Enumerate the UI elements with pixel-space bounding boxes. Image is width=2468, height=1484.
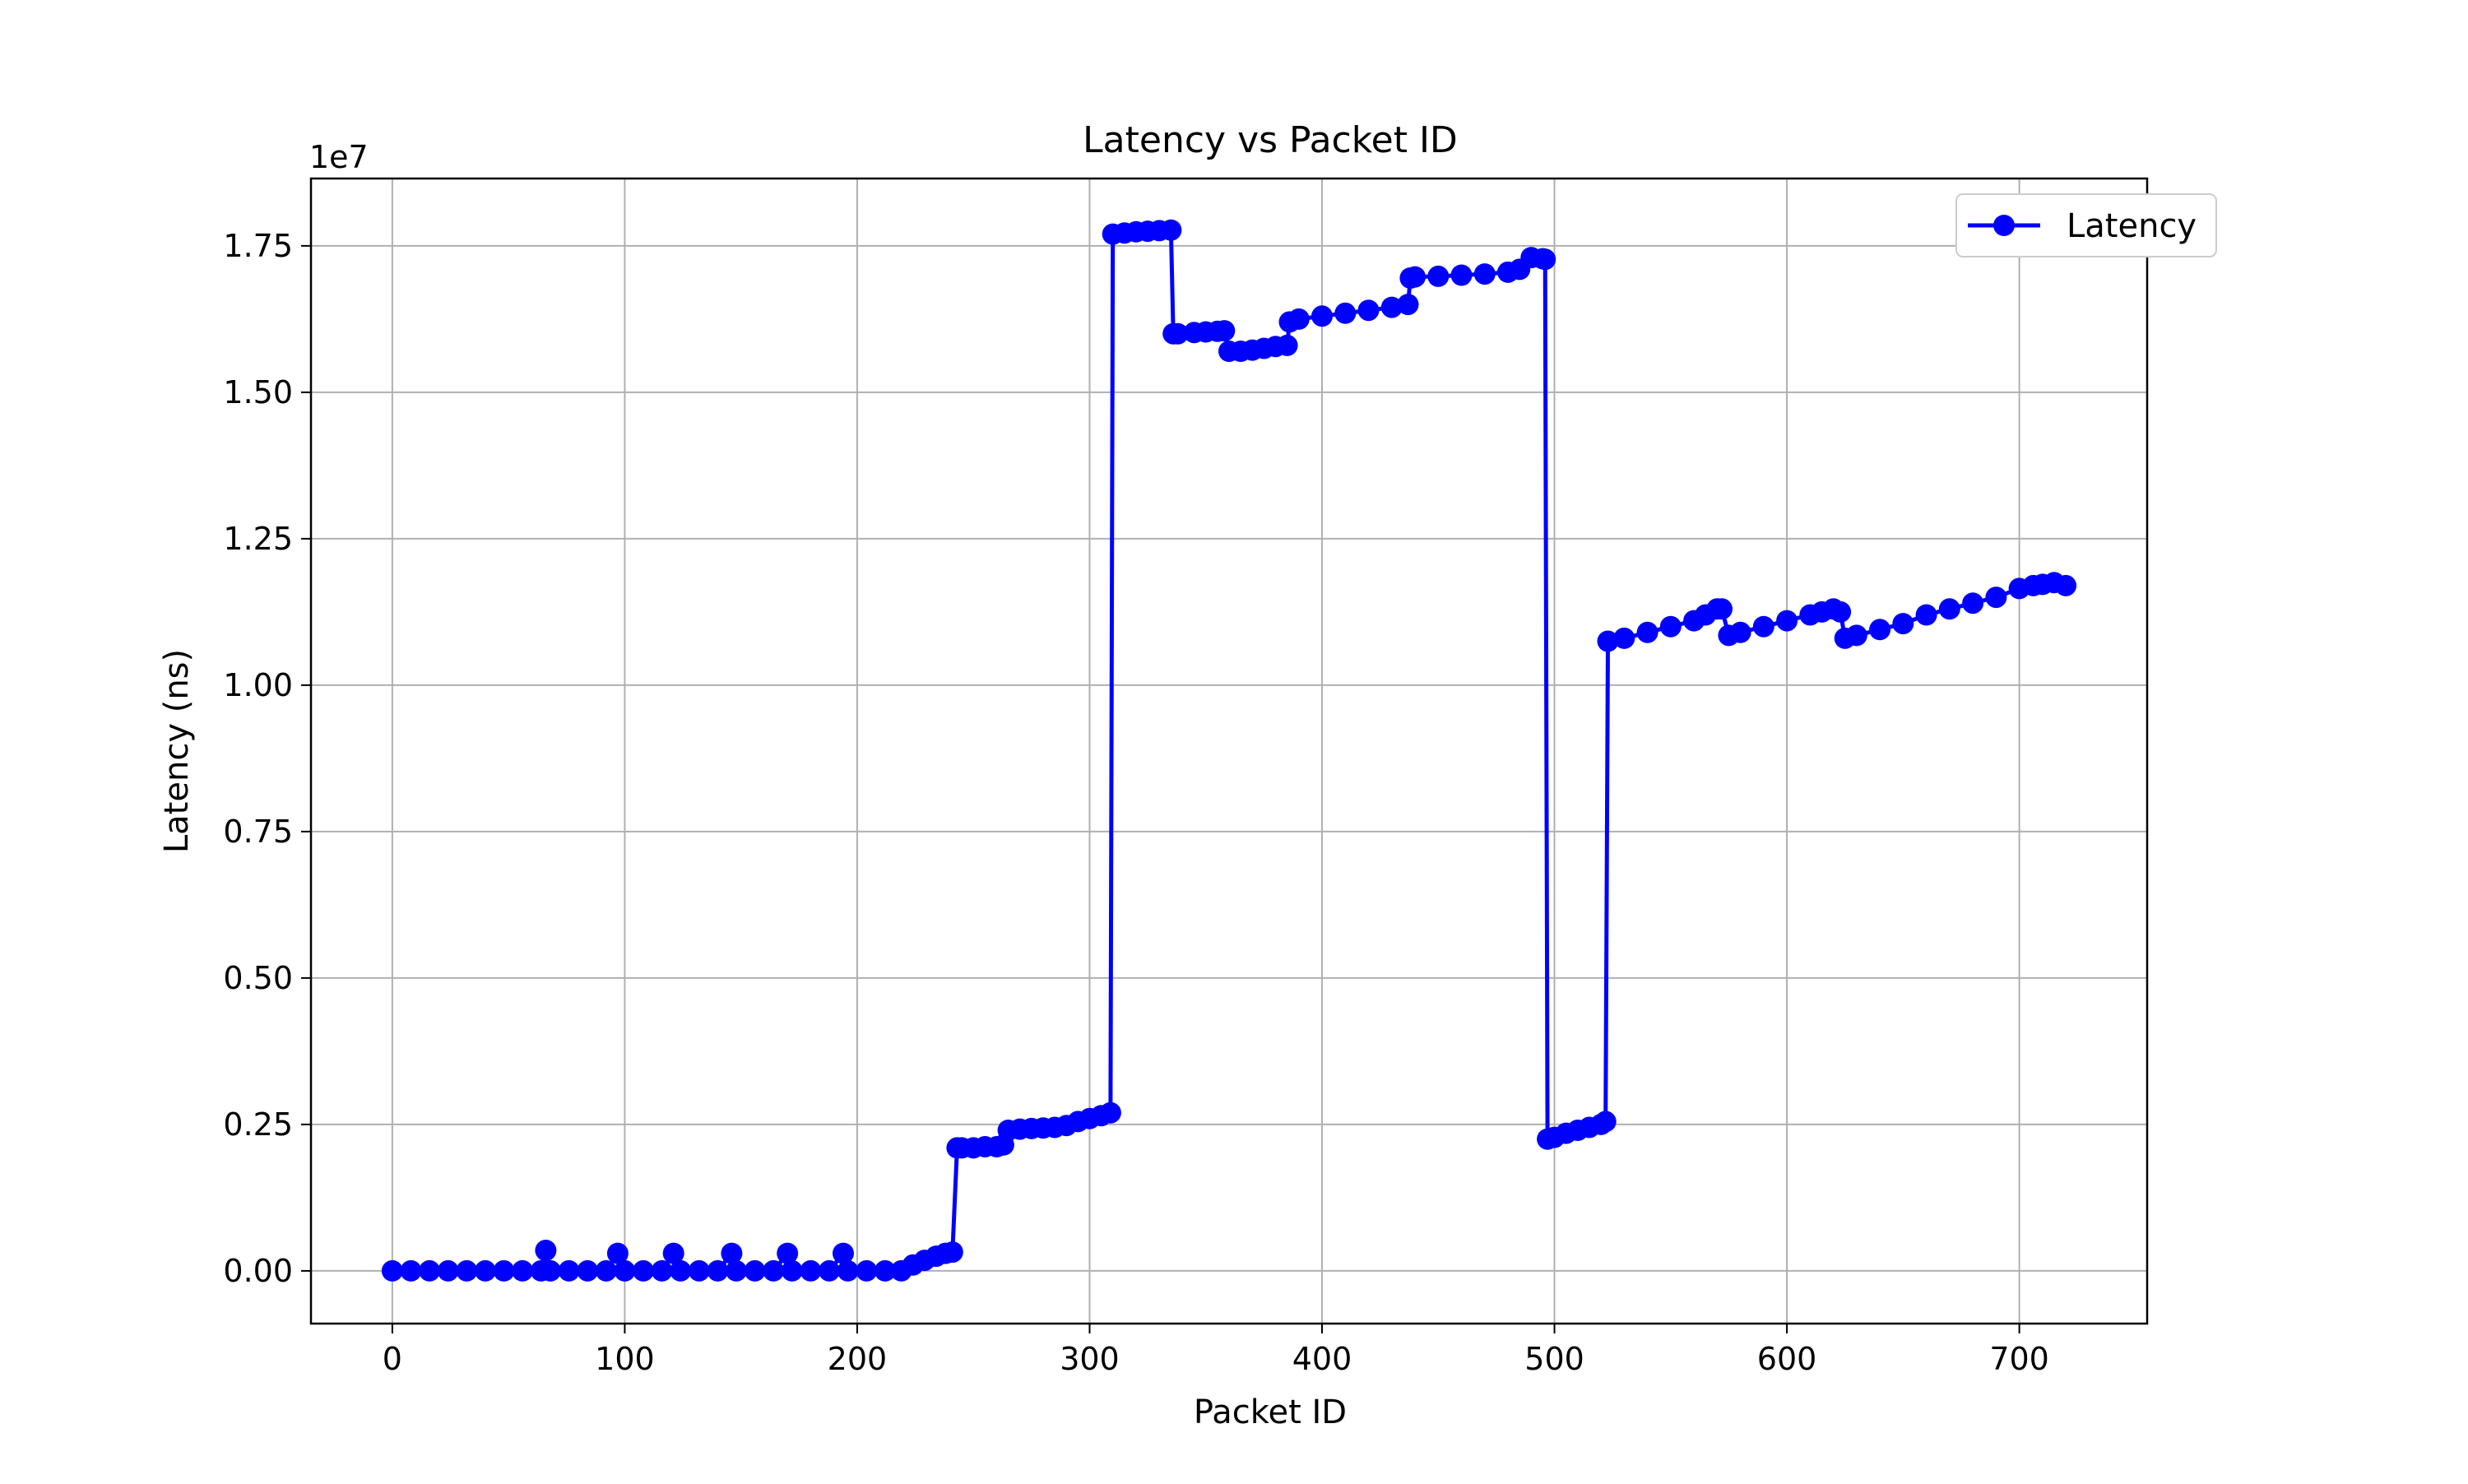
data-point — [2055, 574, 2077, 596]
data-point — [1636, 621, 1658, 643]
data-point — [400, 1259, 422, 1282]
data-point — [1938, 598, 1960, 620]
data-point — [1752, 615, 1774, 638]
x-tick-label: 600 — [1757, 1341, 1817, 1377]
data-point — [558, 1259, 580, 1282]
data-point — [662, 1242, 684, 1264]
data-point — [1962, 592, 1984, 614]
data-point — [1334, 302, 1357, 324]
plot-frame — [309, 177, 2149, 1325]
data-point — [437, 1259, 459, 1282]
data-point — [800, 1259, 822, 1282]
data-point — [1287, 308, 1310, 330]
data-point — [1892, 613, 1914, 635]
data-point — [633, 1259, 654, 1282]
y-tick-label: 1.00 — [223, 667, 293, 703]
data-point — [1427, 265, 1450, 287]
data-point — [1311, 305, 1333, 327]
data-point — [833, 1242, 854, 1264]
data-point — [763, 1259, 785, 1282]
data-point — [670, 1259, 692, 1282]
data-point — [781, 1259, 803, 1282]
data-point — [1167, 322, 1189, 345]
data-point — [1594, 1111, 1617, 1133]
data-point — [456, 1259, 478, 1282]
data-point — [535, 1240, 557, 1261]
y-tick-label: 0.25 — [223, 1106, 293, 1143]
data-point — [1380, 296, 1403, 318]
data-point — [1659, 615, 1682, 638]
x-tick-label: 700 — [1989, 1341, 2049, 1377]
data-point — [1473, 263, 1496, 285]
data-point — [419, 1259, 441, 1282]
data-point — [1597, 630, 1619, 652]
data-point — [1845, 624, 1867, 647]
data-point — [1985, 587, 2007, 609]
legend-label-latency: Latency — [2067, 207, 2197, 245]
axis-ticks: 0 100 200 300 400 500 600 700 0.00 0.25 0.50 0.75 1.… — [223, 228, 2048, 1377]
data-point — [1711, 598, 1733, 620]
y-tick-label: 0.75 — [223, 814, 293, 850]
data-point — [1404, 266, 1426, 288]
data-point — [1450, 264, 1473, 286]
data-point — [819, 1259, 840, 1282]
data-point — [837, 1259, 859, 1282]
data-point — [606, 1242, 629, 1264]
x-tick-label: 300 — [1060, 1341, 1120, 1377]
data-point — [512, 1259, 534, 1282]
data-point — [721, 1242, 743, 1264]
data-point — [726, 1259, 747, 1282]
x-tick-label: 200 — [828, 1341, 888, 1377]
legend-marker-swatch — [1993, 215, 2015, 236]
x-tick-label: 400 — [1292, 1341, 1352, 1377]
legend-box — [1955, 193, 2217, 257]
y-tick-label: 0.50 — [223, 960, 293, 996]
data-point — [1869, 619, 1891, 641]
data-point — [1276, 334, 1298, 356]
data-point — [688, 1259, 710, 1282]
data-point — [1213, 320, 1236, 342]
x-axis-label: Packet ID — [1194, 1394, 1347, 1431]
data-point — [1776, 610, 1798, 632]
data-point — [1099, 1101, 1121, 1124]
data-point — [1160, 219, 1182, 241]
data-point — [540, 1259, 561, 1282]
y-tick-label: 1.25 — [223, 521, 293, 557]
x-tick-label: 0 — [383, 1341, 402, 1377]
chart-title: Latency vs Packet ID — [1083, 119, 1458, 161]
data-point — [1534, 248, 1556, 271]
data-point — [1729, 621, 1751, 643]
x-tick-label: 100 — [595, 1341, 655, 1377]
data-point — [1915, 604, 1937, 626]
data-point — [1397, 294, 1419, 316]
data-point — [1357, 299, 1380, 322]
data-point — [874, 1259, 896, 1282]
data-point — [614, 1259, 636, 1282]
data-point — [577, 1259, 599, 1282]
data-point — [493, 1259, 515, 1282]
y-tick-label: 0.00 — [223, 1253, 293, 1289]
data-point — [1613, 627, 1635, 649]
y-tick-label: 1.50 — [223, 374, 293, 410]
data-point — [381, 1259, 403, 1282]
data-point — [474, 1259, 496, 1282]
data-point — [856, 1259, 878, 1282]
x-tick-label: 500 — [1524, 1341, 1584, 1377]
series-layer — [381, 219, 2077, 1282]
y-offset-label: 1e7 — [309, 139, 369, 175]
data-point — [777, 1242, 799, 1264]
data-point — [595, 1259, 617, 1282]
data-point — [744, 1259, 766, 1282]
y-axis-label: Latency (ns) — [158, 649, 196, 853]
data-point — [651, 1259, 673, 1282]
data-point — [707, 1259, 729, 1282]
legend: Latency — [1955, 193, 2217, 257]
data-point — [1830, 601, 1852, 623]
y-tick-label: 1.75 — [223, 228, 293, 264]
data-point — [941, 1241, 963, 1264]
